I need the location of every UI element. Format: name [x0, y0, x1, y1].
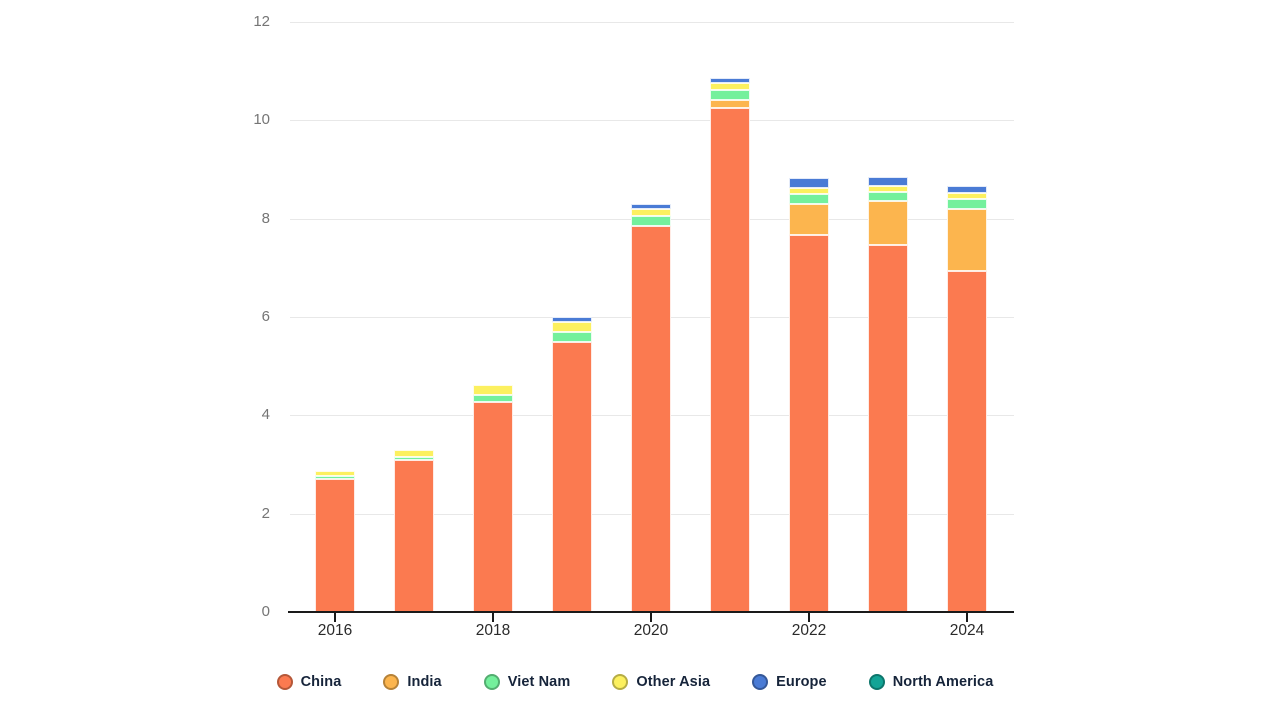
bar-segment-viet-nam-2024[interactable]: [947, 199, 987, 210]
bar-segment-india-2024[interactable]: [947, 209, 987, 271]
bar-segment-europe-2019[interactable]: [552, 317, 592, 323]
bar-segment-other-asia-2024[interactable]: [947, 193, 987, 200]
legend-swatch-north-america-icon: [868, 674, 885, 690]
bar-segment-viet-nam-2017[interactable]: [394, 457, 434, 461]
bar-segment-china-2023[interactable]: [868, 244, 908, 612]
x-axis-line: [288, 611, 1014, 613]
x-axis-tick-2024: [966, 613, 968, 622]
bar-segment-china-2019[interactable]: [552, 341, 592, 612]
legend-label-north-america: North America: [892, 674, 994, 690]
legend-item-china[interactable]: China: [276, 674, 342, 690]
legend-label-china: China: [300, 674, 342, 690]
bar-segment-china-2021[interactable]: [710, 108, 750, 612]
x-axis-label-2020: 2020: [633, 622, 669, 639]
bar-segment-other-asia-2017[interactable]: [394, 449, 434, 458]
bar-segment-europe-2023[interactable]: [868, 176, 908, 186]
bar-segment-china-2024[interactable]: [947, 270, 987, 612]
x-axis-tick-2018: [492, 613, 494, 622]
bar-segment-india-2022[interactable]: [789, 203, 829, 236]
legend-label-europe: Europe: [776, 674, 827, 690]
y-axis-label-4: 4: [261, 406, 270, 424]
legend-swatch-viet-nam-icon: [483, 674, 500, 690]
x-axis-label-2024: 2024: [949, 622, 985, 639]
legend-label-viet-nam: Viet Nam: [507, 674, 571, 690]
x-axis-label-2018: 2018: [475, 622, 511, 639]
bar-segment-europe-2024[interactable]: [947, 186, 987, 194]
x-axis-label-2016: 2016: [317, 622, 353, 639]
bar-segment-china-2018[interactable]: [473, 402, 513, 612]
y-axis-label-8: 8: [261, 209, 270, 227]
legend-item-north-america[interactable]: North America: [868, 674, 994, 690]
y-axis-label-0: 0: [261, 603, 270, 620]
legend-swatch-europe-icon: [752, 674, 769, 690]
y-axis-label-10: 10: [253, 111, 270, 129]
legend-item-other-asia[interactable]: Other Asia: [612, 674, 710, 690]
legend: China India Viet Nam Other Asia Europe North …: [0, 674, 1270, 690]
gridline-12: [290, 22, 1014, 23]
bar-segment-europe-2020[interactable]: [631, 203, 671, 209]
bar-segment-other-asia-2018[interactable]: [473, 385, 513, 396]
legend-label-india: India: [407, 674, 442, 690]
bar-segment-europe-2022[interactable]: [789, 178, 829, 188]
y-axis-label-12: 12: [253, 13, 270, 30]
bar-segment-india-2023[interactable]: [868, 200, 908, 245]
bar-segment-india-2021[interactable]: [710, 100, 750, 109]
legend-item-viet-nam[interactable]: Viet Nam: [483, 674, 571, 690]
x-axis-tick-2016: [334, 613, 336, 622]
bar-segment-other-asia-2020[interactable]: [631, 208, 671, 216]
bar-segment-china-2022[interactable]: [789, 235, 829, 612]
gridline-10: [290, 120, 1014, 122]
bar-segment-china-2016[interactable]: [315, 479, 355, 612]
bar-segment-other-asia-2023[interactable]: [868, 185, 908, 193]
bar-segment-viet-nam-2020[interactable]: [631, 215, 671, 226]
bar-segment-viet-nam-2016[interactable]: [315, 476, 355, 480]
bar-segment-china-2020[interactable]: [631, 225, 671, 612]
bar-segment-other-asia-2021[interactable]: [710, 83, 750, 91]
bar-segment-europe-2021[interactable]: [710, 77, 750, 84]
bar-segment-other-asia-2019[interactable]: [552, 322, 592, 333]
bar-segment-viet-nam-2022[interactable]: [789, 194, 829, 204]
bar-segment-other-asia-2016[interactable]: [315, 470, 355, 477]
y-axis-label-2: 2: [261, 504, 270, 522]
legend-swatch-india-icon: [383, 674, 400, 690]
y-axis-label-6: 6: [261, 308, 270, 325]
bar-segment-viet-nam-2018[interactable]: [473, 395, 513, 403]
legend-swatch-other-asia-icon: [612, 674, 629, 690]
legend-item-europe[interactable]: Europe: [752, 674, 827, 690]
x-axis-label-2022: 2022: [791, 622, 827, 639]
legend-item-india[interactable]: India: [383, 674, 442, 690]
legend-swatch-china-icon: [276, 674, 293, 690]
bar-segment-other-asia-2022[interactable]: [789, 187, 829, 195]
bar-segment-viet-nam-2019[interactable]: [552, 332, 592, 342]
bar-segment-china-2017[interactable]: [394, 460, 434, 612]
bar-segment-viet-nam-2023[interactable]: [868, 192, 908, 201]
bar-segment-viet-nam-2021[interactable]: [710, 90, 750, 101]
x-axis-tick-2022: [808, 613, 810, 622]
legend-label-other-asia: Other Asia: [636, 674, 711, 690]
x-axis-tick-2020: [650, 613, 652, 622]
